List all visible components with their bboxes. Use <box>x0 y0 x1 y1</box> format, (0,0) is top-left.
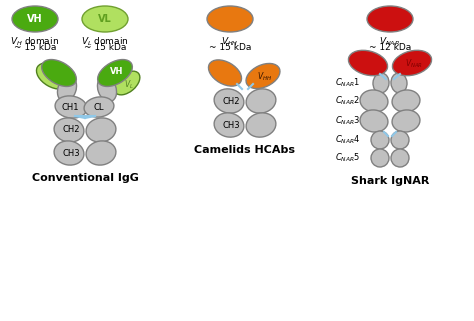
Text: CH3: CH3 <box>62 149 80 158</box>
Text: CL: CL <box>94 102 104 111</box>
Text: CH1: CH1 <box>61 102 79 111</box>
Ellipse shape <box>207 6 253 32</box>
Ellipse shape <box>98 76 117 102</box>
Text: $V_{NAR}$: $V_{NAR}$ <box>380 35 401 48</box>
Text: $C_{NAR}$2: $C_{NAR}$2 <box>335 95 360 107</box>
Ellipse shape <box>360 90 388 112</box>
Text: VH: VH <box>27 14 43 24</box>
Ellipse shape <box>82 6 128 32</box>
Ellipse shape <box>86 141 116 165</box>
Ellipse shape <box>373 73 389 93</box>
Ellipse shape <box>114 71 140 95</box>
Ellipse shape <box>348 50 388 76</box>
Ellipse shape <box>392 90 420 112</box>
Ellipse shape <box>54 141 84 165</box>
Ellipse shape <box>86 118 116 142</box>
Ellipse shape <box>391 131 409 149</box>
Ellipse shape <box>392 110 420 132</box>
Ellipse shape <box>246 64 280 89</box>
Ellipse shape <box>98 60 132 86</box>
Ellipse shape <box>246 89 276 113</box>
Text: $V_{NAR}$: $V_{NAR}$ <box>405 58 423 70</box>
Ellipse shape <box>42 60 76 86</box>
Ellipse shape <box>367 6 413 32</box>
Text: ~ 12 kDa: ~ 12 kDa <box>369 43 411 52</box>
Text: VL: VL <box>98 14 112 24</box>
Ellipse shape <box>55 96 87 118</box>
Ellipse shape <box>12 6 58 32</box>
Ellipse shape <box>214 113 244 137</box>
Ellipse shape <box>360 110 388 132</box>
Text: $C_{NAR}$4: $C_{NAR}$4 <box>335 134 360 146</box>
Text: ~ 15 kDa: ~ 15 kDa <box>209 43 251 52</box>
Text: ~ 15 kDa: ~ 15 kDa <box>84 43 126 52</box>
Ellipse shape <box>209 60 242 86</box>
Text: $V_H$ domain: $V_H$ domain <box>10 35 60 48</box>
Text: $V_{HH}$: $V_{HH}$ <box>221 35 239 48</box>
Text: CH2: CH2 <box>62 126 80 134</box>
Ellipse shape <box>36 63 70 89</box>
Ellipse shape <box>54 118 84 142</box>
Text: CH3: CH3 <box>222 120 240 129</box>
Text: $C_{NAR}$3: $C_{NAR}$3 <box>335 115 360 127</box>
Text: $C_{NAR}$1: $C_{NAR}$1 <box>335 77 360 89</box>
Ellipse shape <box>371 149 389 167</box>
Text: Shark IgNAR: Shark IgNAR <box>351 176 429 186</box>
Text: VH: VH <box>110 67 124 76</box>
Ellipse shape <box>391 149 409 167</box>
Ellipse shape <box>391 73 407 93</box>
Text: CH2: CH2 <box>222 97 240 106</box>
Ellipse shape <box>371 131 389 149</box>
Ellipse shape <box>57 76 77 102</box>
Text: $C_{NAR}$5: $C_{NAR}$5 <box>335 152 360 164</box>
Text: Conventional IgG: Conventional IgG <box>32 173 138 183</box>
Ellipse shape <box>246 113 276 137</box>
Text: ~ 15 kDa: ~ 15 kDa <box>14 43 56 52</box>
Text: $V_{HH}$: $V_{HH}$ <box>257 71 273 83</box>
Text: $V_L$: $V_L$ <box>124 79 134 91</box>
Text: $V_L$ domain: $V_L$ domain <box>81 35 129 48</box>
Text: Camelids HCAbs: Camelids HCAbs <box>194 145 295 155</box>
Ellipse shape <box>84 97 114 117</box>
Ellipse shape <box>392 50 431 76</box>
Ellipse shape <box>214 89 244 113</box>
